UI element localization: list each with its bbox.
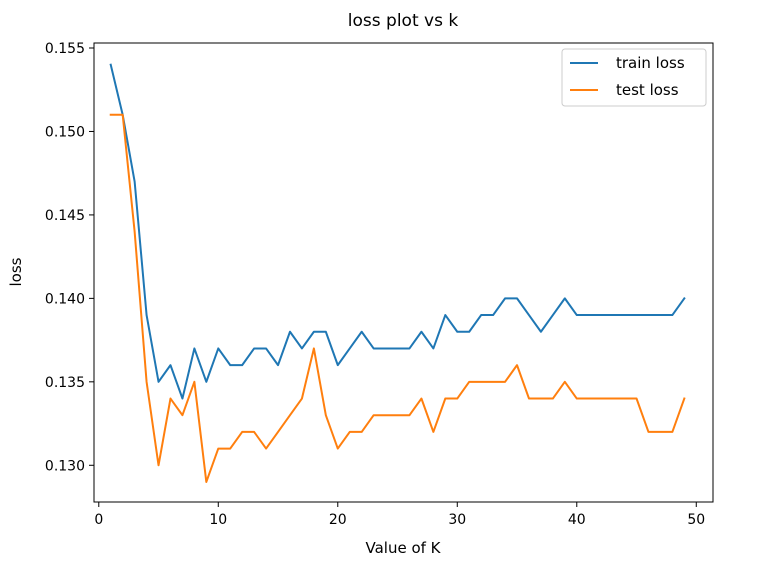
plot-frame [93,42,714,503]
plot-area [109,63,686,483]
y-axis: 0.130 0.135 0.140 0.145 0.150 0.155 [45,41,94,474]
x-tick-label: 30 [448,512,466,528]
x-tick-label: 10 [209,512,227,528]
legend: train loss test loss [561,48,707,107]
series-line-test-loss [109,113,686,483]
x-axis: 0 10 20 30 40 50 [94,502,705,528]
y-tick-label: 0.145 [45,208,85,224]
x-tick-label: 40 [568,512,586,528]
x-axis-label: Value of K [365,539,441,557]
y-tick-label: 0.155 [45,41,85,57]
legend-label: train loss [616,54,685,72]
y-tick-label: 0.150 [45,124,85,140]
y-axis-label: loss [7,257,25,286]
y-tick-label: 0.140 [45,291,85,307]
y-tick-label: 0.130 [45,458,85,474]
x-tick-label: 0 [94,512,103,528]
x-tick-label: 50 [687,512,705,528]
chart-title: loss plot vs k [348,11,459,31]
legend-label: test loss [616,81,679,99]
x-tick-label: 20 [329,512,347,528]
y-tick-label: 0.135 [45,375,85,391]
series-line-train-loss [109,63,686,400]
